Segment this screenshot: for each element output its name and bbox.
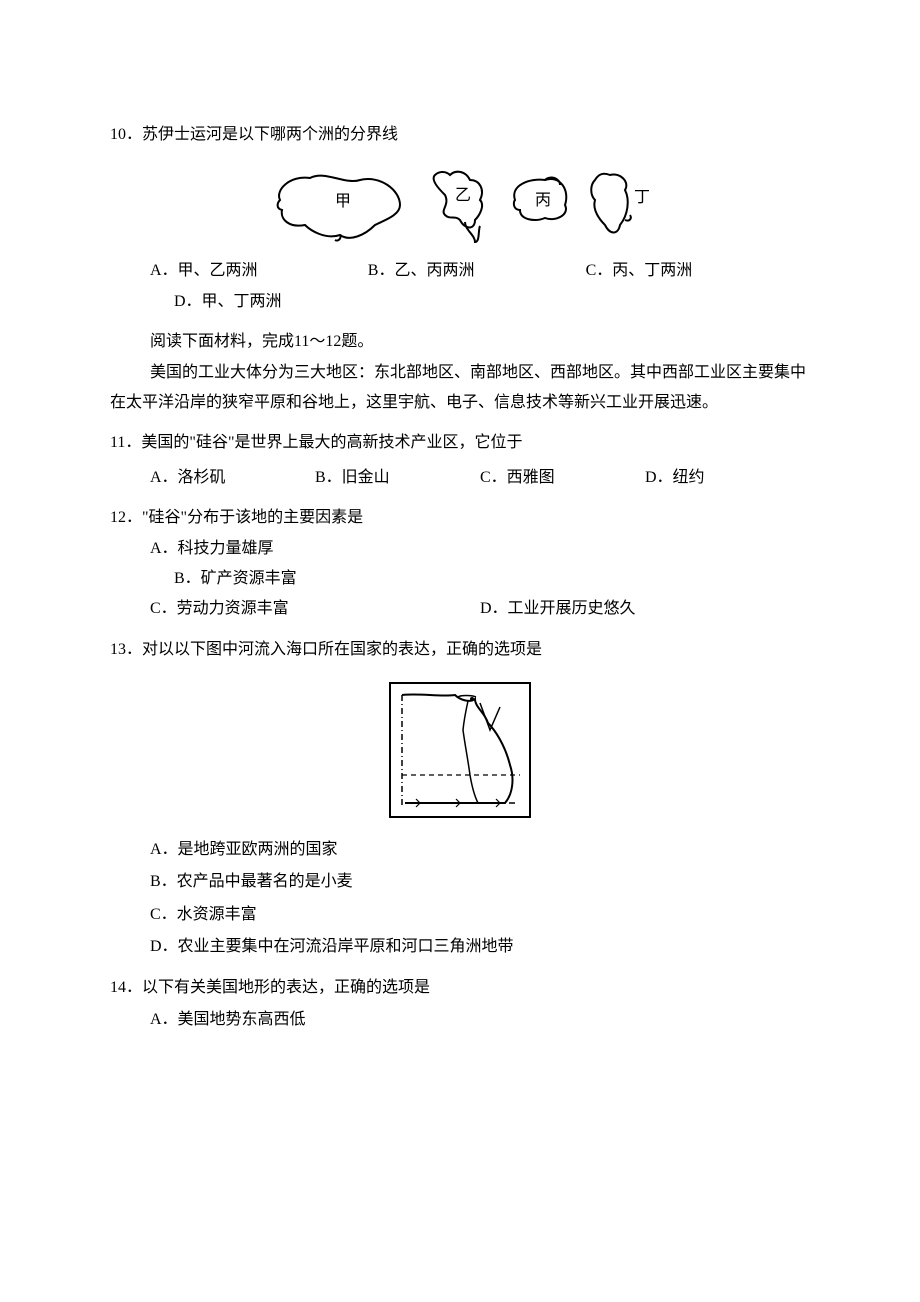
q12-option-c: C．劳动力资源丰富	[150, 594, 480, 624]
passage-intro: 阅读下面材料，完成11～12题。	[110, 327, 810, 357]
q11-stem: 11．美国的"硅谷"是世界上最大的高新技术产业区，它位于	[110, 428, 810, 458]
q13-option-d: D．农业主要集中在河流沿岸平原和河口三角洲地带	[110, 932, 810, 962]
q10-options-row1: A．甲、乙两洲 B．乙、丙两洲 C．丙、丁两洲	[110, 256, 810, 286]
continent-label-c: 丙	[535, 192, 551, 209]
q11-option-c: C．西雅图	[480, 463, 645, 493]
q10-options-row2: D．甲、丁两洲	[110, 287, 810, 317]
q10-stem: 10．苏伊士运河是以下哪两个洲的分界线	[110, 120, 810, 150]
question-14: 14．以下有关美国地形的表达，正确的选项是 A．美国地势东高西低	[110, 973, 810, 1036]
q12-options-row2: C．劳动力资源丰富 D．工业开展历史悠久	[110, 594, 810, 624]
q13-option-a: A．是地跨亚欧两洲的国家	[110, 835, 810, 865]
passage-body1: 美国的工业大体分为三大地区：东北部地区、南部地区、西部地区。其中西部工业区主要集…	[110, 358, 810, 419]
continent-asia: 甲	[278, 176, 400, 241]
q12-stem: 12．"硅谷"分布于该地的主要因素是	[110, 503, 810, 533]
q13-option-b: B．农产品中最著名的是小麦	[110, 867, 810, 897]
q13-figure	[110, 675, 810, 825]
question-13: 13．对以以下图中河流入海口所在国家的表达，正确的选项是 A．是地跨亚欧两洲的国…	[110, 635, 810, 963]
question-11: 11．美国的"硅谷"是世界上最大的高新技术产业区，它位于 A．洛杉矶 B．旧金山…	[110, 428, 810, 493]
q10-figure: 甲 乙 丙 丁	[110, 160, 810, 246]
egypt-map-svg	[380, 675, 540, 825]
continents-svg: 甲 乙 丙 丁	[270, 160, 650, 246]
q11-option-d: D．纽约	[645, 463, 810, 493]
question-12: 12．"硅谷"分布于该地的主要因素是 A．科技力量雄厚 B．矿产资源丰富 C．劳…	[110, 503, 810, 625]
continent-label-d: 丁	[634, 189, 650, 206]
passage-block: 阅读下面材料，完成11～12题。 美国的工业大体分为三大地区：东北部地区、南部地…	[110, 327, 810, 418]
q12-option-b: B．矿产资源丰富	[110, 564, 810, 594]
q12-option-a: A．科技力量雄厚	[110, 534, 810, 564]
q14-option-a: A．美国地势东高西低	[110, 1005, 810, 1035]
q10-option-d: D．甲、丁两洲	[174, 293, 282, 310]
q10-option-b: B．乙、丙两洲	[368, 256, 586, 286]
continent-antarctica: 丙	[514, 178, 566, 220]
continent-label-b: 乙	[455, 187, 471, 204]
continent-label-a: 甲	[335, 193, 351, 210]
q10-option-c: C．丙、丁两洲	[586, 256, 804, 286]
q14-stem: 14．以下有关美国地形的表达，正确的选项是	[110, 973, 810, 1003]
q11-option-b: B．旧金山	[315, 463, 480, 493]
q11-options: A．洛杉矶 B．旧金山 C．西雅图 D．纽约	[110, 463, 810, 493]
continent-americas: 乙	[434, 172, 482, 242]
q10-option-a: A．甲、乙两洲	[150, 256, 368, 286]
q12-option-d: D．工业开展历史悠久	[480, 594, 810, 624]
q13-option-c: C．水资源丰富	[110, 900, 810, 930]
question-10: 10．苏伊士运河是以下哪两个洲的分界线 甲 乙 丙	[110, 120, 810, 317]
q13-stem: 13．对以以下图中河流入海口所在国家的表达，正确的选项是	[110, 635, 810, 665]
q11-option-a: A．洛杉矶	[150, 463, 315, 493]
continent-africa: 丁	[591, 174, 650, 233]
